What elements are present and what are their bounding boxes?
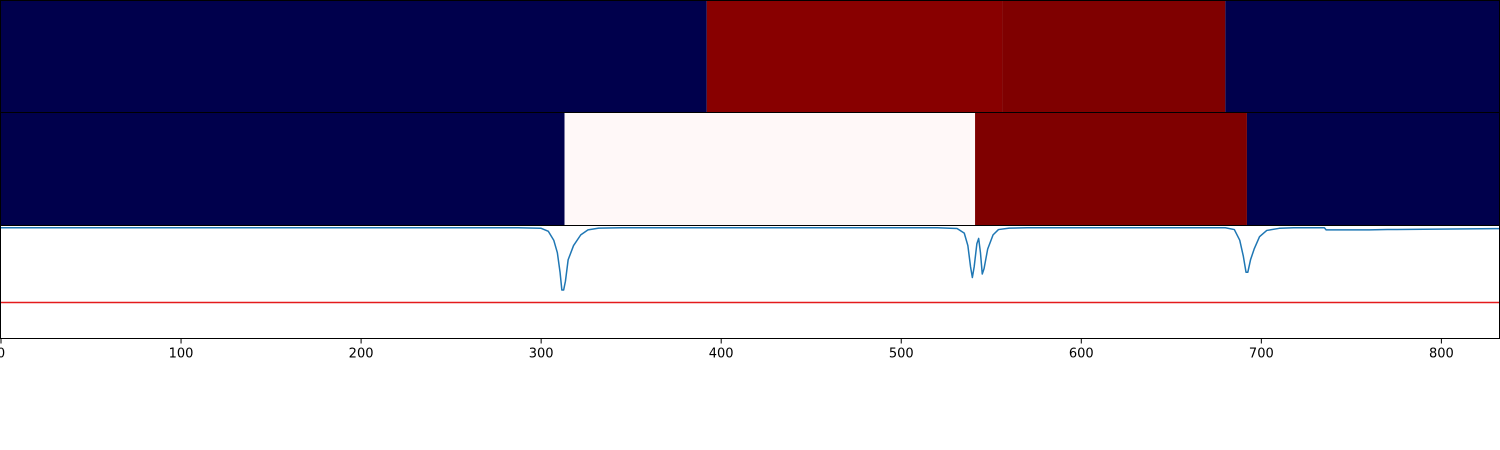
heat-segment-1-2	[975, 113, 1247, 225]
x-tick-label-600: 600	[1069, 347, 1094, 362]
x-tick-label-700: 700	[1249, 347, 1274, 362]
x-tick-label-800: 800	[1429, 347, 1454, 362]
heat-segment-0-3	[1225, 1, 1499, 112]
signal-series-0	[1, 227, 1499, 291]
x-tick-label-400: 400	[709, 347, 734, 362]
x-tick-label-0: 0	[0, 347, 5, 362]
heat-segment-1-0	[1, 113, 565, 225]
x-tick-label-300: 300	[529, 347, 554, 362]
heat-segment-0-1	[706, 1, 1003, 112]
x-tick-label-100: 100	[169, 347, 194, 362]
heat-segment-1-3	[1246, 113, 1499, 225]
heat-segment-0-0	[1, 1, 707, 112]
line-panel-frame	[0, 225, 1500, 339]
top-heatmap-strip	[0, 0, 1500, 113]
signal-line-panel	[0, 225, 1500, 339]
heat-segment-1-1	[564, 113, 976, 225]
x-tick-label-500: 500	[889, 347, 914, 362]
middle-heatmap-strip	[0, 112, 1500, 226]
heat-segment-0-2	[1002, 1, 1226, 112]
x-tick-label-200: 200	[349, 347, 374, 362]
x-axis: 0 100 200 300 400 500 600 700 800	[0, 338, 1454, 362]
